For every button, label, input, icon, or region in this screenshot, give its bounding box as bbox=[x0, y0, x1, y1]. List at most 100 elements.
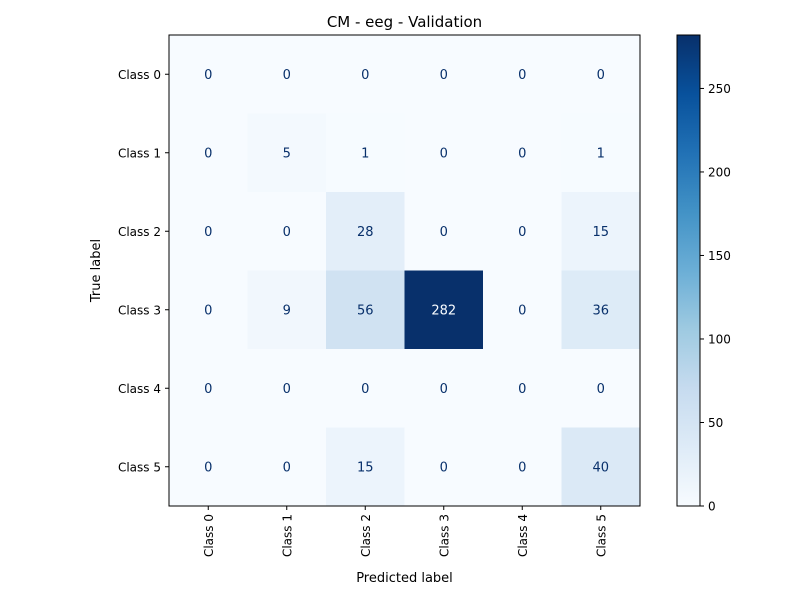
y-tick-label: Class 4 bbox=[118, 382, 161, 396]
cell-value-label: 0 bbox=[518, 225, 526, 240]
cell-value-label: 0 bbox=[361, 68, 369, 83]
heatmap-cell bbox=[326, 192, 405, 271]
cell-value-label: 56 bbox=[357, 303, 374, 318]
y-axis: Class 0 Class 1 Class 2 Class 3 Class 4 Class… bbox=[118, 68, 169, 474]
x-axis: Class 0 Class 1 Class 2 Class 3 Class 4 Class… bbox=[202, 506, 608, 557]
cell-value-label: 0 bbox=[283, 225, 291, 240]
cell-value-label: 0 bbox=[597, 382, 605, 397]
heatmap-cell bbox=[404, 349, 484, 428]
cell-value-label: 1 bbox=[361, 146, 369, 161]
cell-value-label: 0 bbox=[361, 382, 369, 397]
cell-value-label: 0 bbox=[440, 225, 448, 240]
cell-value-label: 0 bbox=[204, 225, 212, 240]
y-axis-label: True label bbox=[89, 239, 104, 303]
cell-value-label: 1 bbox=[597, 146, 605, 161]
cell-value-label: 0 bbox=[440, 68, 448, 83]
heatmap-cell bbox=[247, 113, 327, 193]
cell-value-label: 0 bbox=[518, 68, 526, 83]
cell-value-label: 0 bbox=[518, 303, 526, 318]
colorbar-tick-label: 0 bbox=[708, 500, 716, 514]
colorbar-tick-label: 150 bbox=[708, 249, 731, 263]
cell-value-label: 0 bbox=[204, 68, 212, 83]
cell-value-label: 40 bbox=[592, 460, 609, 475]
colorbar-tick-label: 250 bbox=[708, 82, 731, 96]
heatmap-cell bbox=[483, 349, 562, 428]
heatmap-cell bbox=[483, 113, 562, 193]
heatmap-cell bbox=[404, 192, 484, 271]
cell-value-label: 5 bbox=[283, 146, 291, 161]
cell-value-label: 36 bbox=[592, 303, 609, 318]
cell-value-label: 0 bbox=[440, 146, 448, 161]
cell-value-label: 0 bbox=[518, 460, 526, 475]
cell-value-label: 0 bbox=[440, 460, 448, 475]
heatmap-cell bbox=[561, 192, 641, 271]
colorbar-ticks: 0 50 100 150 200 250 bbox=[700, 82, 731, 514]
heatmap-cell bbox=[326, 35, 405, 114]
heatmap-cell bbox=[247, 270, 327, 350]
heatmap-cell bbox=[247, 427, 327, 507]
chart-title: CM - eeg - Validation bbox=[327, 13, 482, 31]
cell-value-label: 282 bbox=[431, 303, 456, 318]
heatmap-cell bbox=[326, 427, 405, 507]
cell-value-label: 0 bbox=[518, 146, 526, 161]
y-tick-label: Class 0 bbox=[118, 68, 161, 82]
cell-value-label: 0 bbox=[597, 68, 605, 83]
cell-value-label: 0 bbox=[204, 460, 212, 475]
heatmap-cell bbox=[483, 192, 562, 271]
heatmap-cell bbox=[561, 35, 641, 114]
cell-value-label: 0 bbox=[283, 460, 291, 475]
colorbar-tick-label: 100 bbox=[708, 332, 731, 346]
cell-value-label: 0 bbox=[204, 146, 212, 161]
heatmap-cell bbox=[247, 192, 327, 271]
colorbar-tick-label: 200 bbox=[708, 165, 731, 179]
heatmap-cell bbox=[404, 35, 484, 114]
cell-value-label: 0 bbox=[283, 382, 291, 397]
cell-value-label: 28 bbox=[357, 225, 374, 240]
y-tick-label: Class 1 bbox=[118, 146, 161, 160]
heatmap-cell bbox=[404, 427, 484, 507]
x-tick-label: Class 3 bbox=[437, 514, 451, 557]
heatmap-cell bbox=[561, 270, 641, 350]
heatmap-cell bbox=[169, 35, 248, 114]
heatmap-cell bbox=[169, 349, 248, 428]
y-tick-label: Class 2 bbox=[118, 225, 161, 239]
heatmap-cell bbox=[483, 270, 562, 350]
plot-frame bbox=[168, 34, 641, 507]
cell-value-label: 9 bbox=[283, 303, 291, 318]
heatmap-cell bbox=[483, 35, 562, 114]
cell-value-label: 15 bbox=[592, 225, 609, 240]
x-axis-label: Predicted label bbox=[356, 571, 453, 586]
heatmap-cell bbox=[247, 35, 327, 114]
y-tick-label: Class 3 bbox=[118, 303, 161, 317]
heatmap-cell bbox=[247, 349, 327, 428]
heatmap-cell bbox=[169, 270, 248, 350]
heatmap-cell bbox=[326, 349, 405, 428]
heatmap-cells bbox=[169, 35, 641, 507]
heatmap-cell bbox=[169, 427, 248, 507]
cell-value-label: 0 bbox=[440, 382, 448, 397]
heatmap-cell bbox=[483, 427, 562, 507]
heatmap-cell bbox=[169, 113, 248, 193]
heatmap-cell bbox=[326, 113, 405, 193]
x-tick-label: Class 1 bbox=[280, 514, 294, 557]
heatmap-cell bbox=[169, 192, 248, 271]
x-tick-label: Class 4 bbox=[516, 514, 530, 557]
x-tick-label: Class 0 bbox=[202, 514, 216, 557]
cell-value-label: 0 bbox=[518, 382, 526, 397]
cell-value-label: 0 bbox=[204, 382, 212, 397]
heatmap-cell bbox=[404, 113, 484, 193]
x-tick-label: Class 2 bbox=[359, 514, 373, 557]
heatmap-cell bbox=[561, 427, 641, 507]
heatmap-cell bbox=[561, 349, 641, 428]
cell-value-label: 15 bbox=[357, 460, 374, 475]
x-tick-label: Class 5 bbox=[594, 514, 608, 557]
heatmap-cell bbox=[561, 113, 641, 193]
cell-value-labels: 0 0 0 0 0 00 5 1 0 0 10 0 28 0 0 150 9 56 282 0 360 0 0 0 0 00 0 15… bbox=[204, 68, 609, 476]
cell-value-label: 0 bbox=[204, 303, 212, 318]
cell-value-label: 0 bbox=[283, 68, 291, 83]
y-tick-label: Class 5 bbox=[118, 460, 161, 474]
heatmap-cell bbox=[404, 270, 484, 350]
colorbar-tick-label: 50 bbox=[708, 416, 723, 430]
heatmap-cell bbox=[326, 270, 405, 350]
